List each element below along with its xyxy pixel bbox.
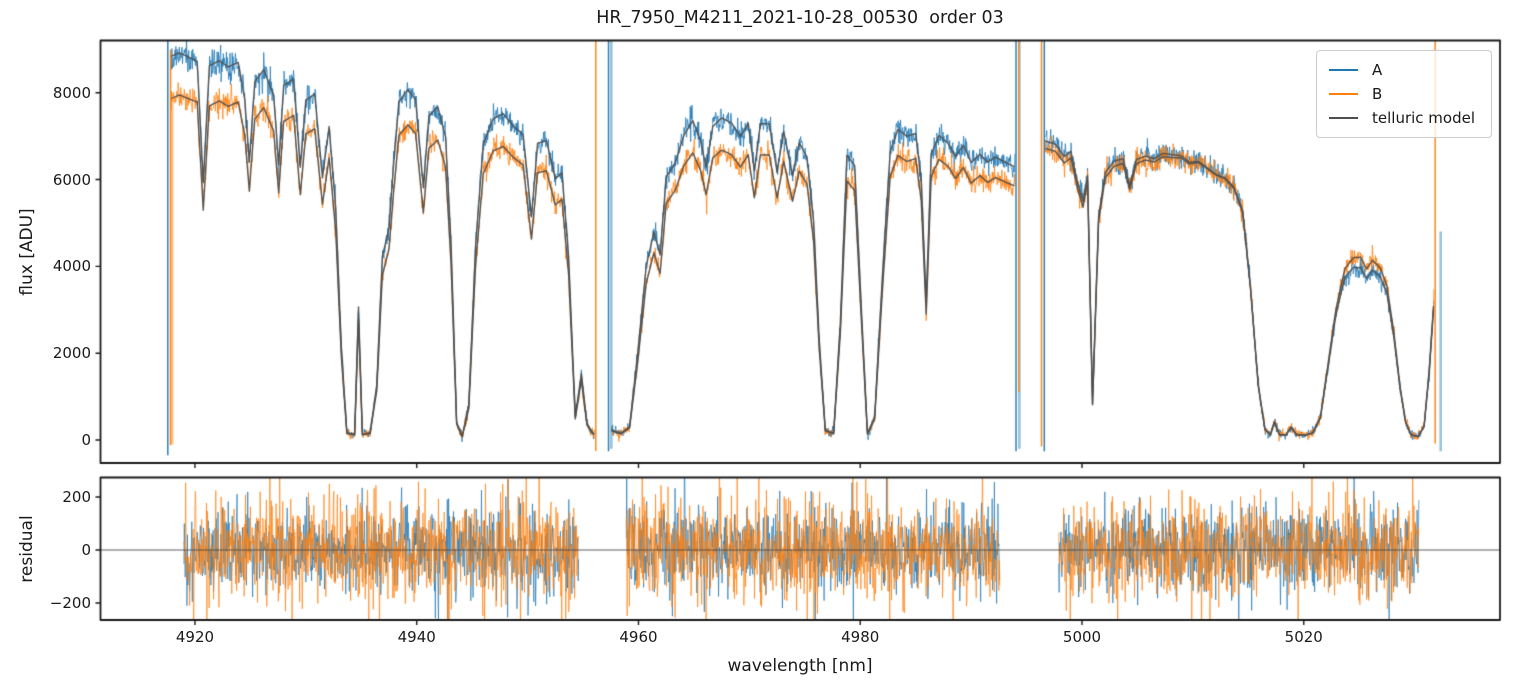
wavelength-axis-label: wavelength [nm] xyxy=(727,656,873,676)
legend-item-a: A xyxy=(1329,61,1479,79)
legend-line-telluric-model-icon xyxy=(1329,116,1358,120)
x-tick-label: 4920 xyxy=(175,628,215,646)
x-tick-label: 4960 xyxy=(619,628,658,646)
flux-y-tick-label: 8000 xyxy=(52,83,91,102)
x-tick-label: 5000 xyxy=(1062,628,1102,646)
legend-item-telluric-model: telluric model xyxy=(1329,109,1479,127)
plot-title: HR_7950_M4211_2021-10-28_00530 order 03 xyxy=(596,8,1004,28)
residual-axis-label: residual xyxy=(17,515,37,583)
flux-y-tick-label: 6000 xyxy=(52,170,91,189)
residual-y-tick-label: 200 xyxy=(62,488,91,506)
residual-y-tick-label: 0 xyxy=(81,541,91,559)
x-tick-label: 4980 xyxy=(841,628,880,646)
legend-label-a: A xyxy=(1372,61,1383,79)
x-tick-label: 4940 xyxy=(397,628,436,646)
legend-label-b: B xyxy=(1372,85,1383,103)
residual-y-tick-label: −200 xyxy=(49,594,91,612)
flux-y-tick-label: 4000 xyxy=(52,257,91,276)
x-tick-label: 5020 xyxy=(1284,628,1323,646)
flux-axis-label: flux [ADU] xyxy=(17,208,37,296)
legend-item-b: B xyxy=(1329,85,1479,103)
legend: A B telluric model xyxy=(1316,50,1492,138)
flux-y-tick-label: 0 xyxy=(81,431,91,449)
legend-line-b-icon xyxy=(1329,92,1358,96)
legend-line-a-icon xyxy=(1329,68,1358,72)
legend-label-telluric-model: telluric model xyxy=(1372,109,1476,127)
flux-y-tick-label: 2000 xyxy=(52,344,91,363)
